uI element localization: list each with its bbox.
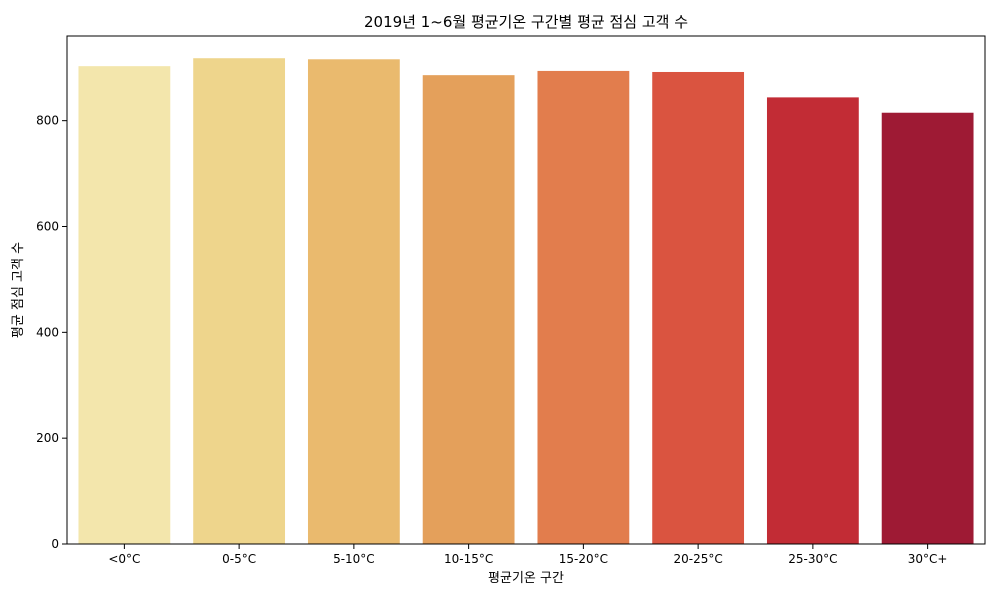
bar (307, 59, 400, 544)
y-tick-label: 400 (36, 325, 59, 339)
bar (537, 70, 630, 545)
y-tick-label: 800 (36, 114, 59, 128)
y-tick-label: 200 (36, 431, 59, 445)
x-tick-label: 5-10°C (333, 552, 375, 566)
x-tick-label: 0-5°C (222, 552, 256, 566)
x-tick-label: 10-15°C (444, 552, 493, 566)
x-tick-label: <0°C (108, 552, 140, 566)
bar (881, 112, 974, 544)
x-tick-label: 30°C+ (908, 552, 948, 566)
bar (193, 58, 286, 544)
bar (422, 75, 515, 544)
y-axis-label: 평균 점심 고객 수 (11, 242, 26, 338)
y-tick-label: 0 (51, 537, 59, 551)
x-axis-label: 평균기온 구간 (488, 571, 564, 586)
chart-title: 2019년 1~6월 평균기온 구간별 평균 점심 고객 수 (364, 13, 688, 31)
y-tick-label: 600 (36, 220, 59, 234)
x-tick-label: 25-30°C (788, 552, 837, 566)
bar (766, 97, 859, 544)
plot-area: 0 200 400 600 800 <0°C 0-5°C 5-10°C 10-15°C 15-20… (36, 35, 986, 566)
x-tick-label: 15-20°C (559, 552, 608, 566)
plot-frame (66, 35, 986, 545)
x-tick-label: 20-25°C (674, 552, 723, 566)
bar (652, 71, 745, 544)
bar (78, 66, 171, 544)
